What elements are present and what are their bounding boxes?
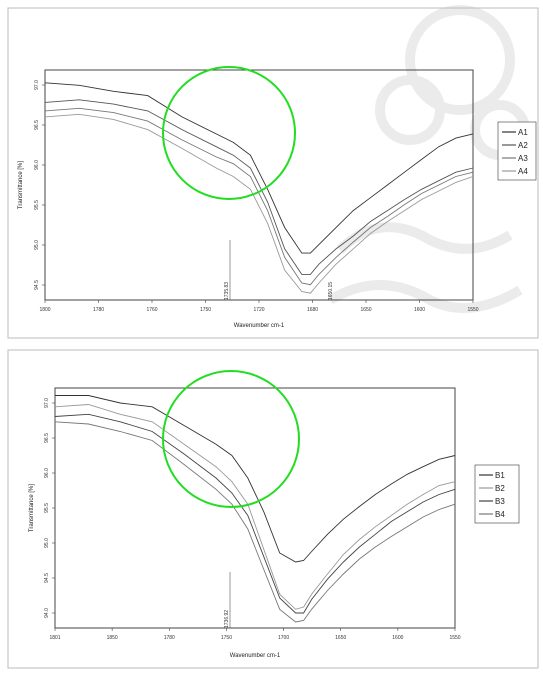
chart-a-highlight-circle [162, 66, 296, 200]
chart-b-x-tick-labels: 1801 1850 1780 1750 1700 1650 1600 1550 [49, 628, 461, 641]
b-y-tick-label: 95.0 [44, 538, 50, 548]
b-series-b4-line [54, 421, 456, 623]
b-series-b1-line [55, 395, 456, 563]
b-legend-label: B3 [495, 497, 505, 506]
b-y-tick-label: 94.5 [44, 573, 50, 583]
a-legend-label: A4 [518, 167, 528, 176]
chart-b-legend: B1 B2 B3 B4 [474, 464, 520, 524]
b-series-b2-line [54, 404, 456, 610]
b-legend-label: B4 [495, 510, 505, 519]
a-x-tick-label: 1750 [200, 307, 211, 313]
chart-a-x-axis-label: Wavenumber cm-1 [234, 323, 285, 329]
a-y-tick-label: 95.0 [34, 240, 40, 250]
b-y-tick-label: 97.0 [44, 398, 50, 408]
b-x-tick-label: 1780 [164, 635, 175, 641]
b-series-b3-line [54, 413, 456, 614]
b-legend-label: B1 [495, 471, 505, 480]
a-legend-label: A1 [518, 128, 528, 137]
chart-a-y-tick-labels: 97.0 96.5 96.0 95.5 95.0 94.5 [34, 80, 45, 290]
a-series-a2-line [44, 99, 474, 275]
b-x-tick-label: 1801 [49, 635, 60, 641]
a-legend-label: A2 [518, 141, 528, 150]
a-legend-label: A3 [518, 154, 528, 163]
a-x-tick-label: 1780 [93, 307, 104, 313]
b-y-tick-label: 96.0 [44, 468, 50, 478]
a-y-tick-label: 96.5 [34, 120, 40, 130]
b-x-tick-label: 1700 [278, 635, 289, 641]
chart-a-series-lines [44, 82, 474, 294]
chart-a-x-tick-labels: 1800 1780 1760 1750 1720 1680 1650 1600 1550 [39, 300, 479, 313]
a-y-tick-label: 96.0 [34, 160, 40, 170]
a-x-tick-label: 1760 [146, 307, 157, 313]
a-y-tick-label: 95.5 [34, 200, 40, 210]
a-x-tick-label: 1600 [414, 307, 425, 313]
chart-a-legend: A1 A2 A3 A4 [497, 121, 537, 181]
a-series-a1-line [44, 82, 474, 254]
b-x-tick-label: 1650 [335, 635, 346, 641]
a-y-tick-label: 97.0 [34, 80, 40, 90]
b-legend-label: B2 [495, 484, 505, 493]
chart-b-highlight-circle [162, 370, 300, 508]
a-x-tick-label: 1650 [360, 307, 371, 313]
chart-b-frame [7, 349, 539, 669]
b-x-tick-label: 1600 [392, 635, 403, 641]
chart-b-y-tick-labels: 97.0 96.5 96.0 95.5 95.0 94.5 94.0 [44, 398, 55, 618]
chart-a-peak-label-1: 1735.83 [224, 282, 230, 300]
chart-b-x-axis-label: Wavenumber cm-1 [230, 653, 281, 659]
a-x-tick-label: 1550 [467, 307, 478, 313]
chart-a: 97.0 96.5 96.0 95.5 95.0 94.5 1800 1780 1760 175… [7, 7, 539, 339]
a-x-tick-label: 1720 [253, 307, 264, 313]
chart-b-y-axis-label: Transmittance [%] [29, 484, 35, 532]
chart-b-peak-label-1: 1736.92 [224, 610, 230, 628]
b-x-tick-label: 1550 [449, 635, 460, 641]
a-x-tick-label: 1800 [39, 307, 50, 313]
a-y-tick-label: 94.5 [34, 280, 40, 290]
b-y-tick-label: 96.5 [44, 433, 50, 443]
chart-a-y-axis-label: Transmittance [%] [18, 161, 24, 209]
b-x-tick-label: 1850 [107, 635, 118, 641]
a-x-tick-label: 1680 [307, 307, 318, 313]
b-y-tick-label: 94.0 [44, 608, 50, 618]
chart-b: 97.0 96.5 96.0 95.5 95.0 94.5 94.0 1801 1850 178… [7, 349, 539, 669]
a-series-a4-line [44, 113, 474, 294]
b-x-tick-label: 1750 [221, 635, 232, 641]
chart-b-series-lines [54, 395, 456, 623]
a-series-a3-line [44, 107, 474, 286]
b-y-tick-label: 95.5 [44, 503, 50, 513]
chart-a-peak-label-2: 1650.15 [328, 282, 334, 300]
chart-a-frame [7, 7, 539, 339]
university-logo-watermark-icon [327, 5, 530, 313]
chart-b-plot-area [54, 387, 456, 629]
